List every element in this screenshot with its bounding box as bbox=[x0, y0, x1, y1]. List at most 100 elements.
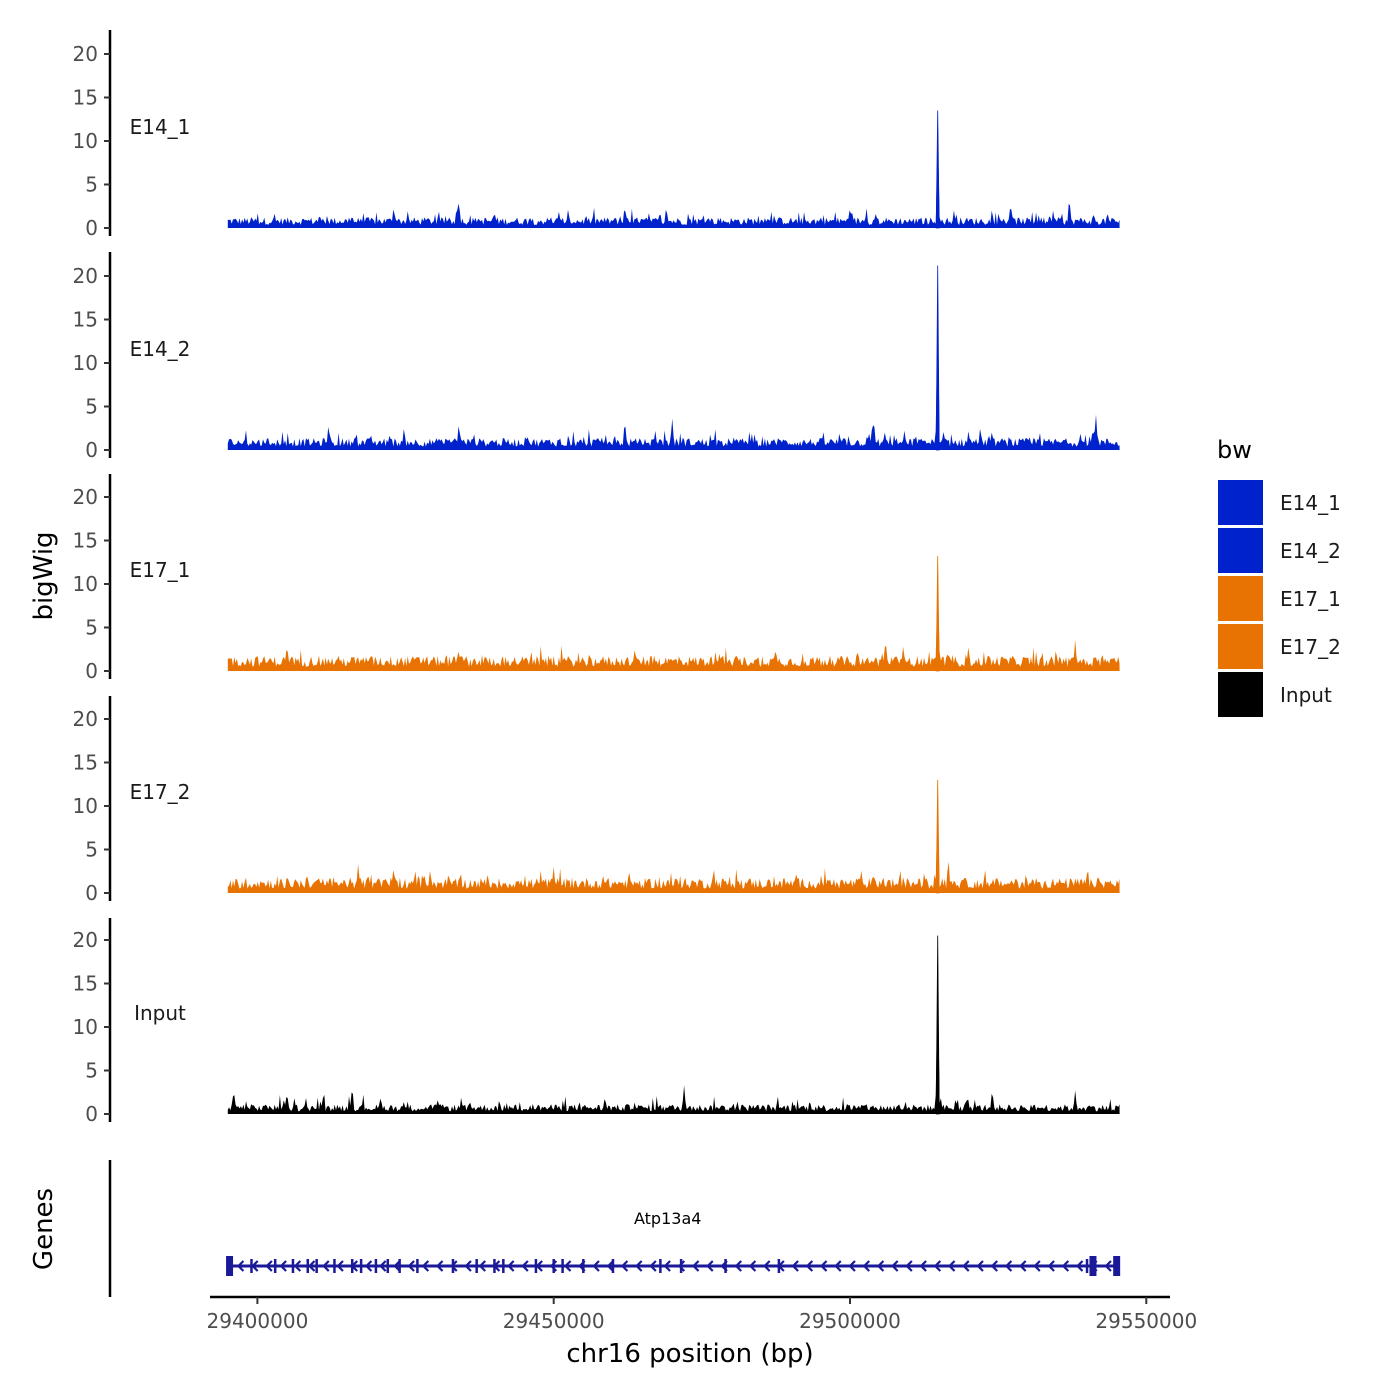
y-tick-label: 15 bbox=[73, 308, 98, 332]
exon bbox=[416, 1259, 419, 1273]
y-tick-label: 15 bbox=[73, 751, 98, 775]
strand-arrow bbox=[1004, 1260, 1013, 1272]
signal-area-Input bbox=[227, 1007, 1120, 1114]
legend-label: E14_2 bbox=[1280, 539, 1341, 563]
exon bbox=[502, 1259, 505, 1273]
y-axis-title: bigWig bbox=[29, 531, 59, 620]
peak-mark bbox=[935, 935, 940, 1115]
y-tick-label: 15 bbox=[73, 529, 98, 553]
track-E14_1: 0 5 10 15 20 E14_1 bbox=[73, 30, 1120, 240]
exon bbox=[561, 1259, 564, 1273]
strand-arrow bbox=[265, 1260, 273, 1272]
strand-arrow bbox=[791, 1260, 799, 1272]
strand-arrow bbox=[592, 1260, 600, 1272]
signal-tracks: 05101520E14_105101520E14_205101520E17_10… bbox=[73, 30, 1120, 1126]
track-label: E17_2 bbox=[130, 780, 191, 804]
strand-arrow bbox=[834, 1260, 842, 1272]
gene-name-label: Atp13a4 bbox=[634, 1209, 701, 1228]
peak-mark bbox=[935, 110, 940, 229]
signal-area-E17_2 bbox=[227, 825, 1120, 893]
x-tick-label: 29450000 bbox=[503, 1309, 605, 1333]
exon bbox=[451, 1259, 455, 1273]
strand-arrow bbox=[976, 1260, 984, 1272]
exon bbox=[724, 1259, 727, 1273]
signal-area-E14_1 bbox=[227, 157, 1120, 228]
x-tick-label: 29550000 bbox=[1095, 1309, 1197, 1333]
legend-label: E17_1 bbox=[1280, 587, 1341, 611]
y-tick-label: 0 bbox=[85, 659, 98, 683]
strand-arrow bbox=[706, 1260, 714, 1272]
exon bbox=[611, 1259, 615, 1273]
y-tick-label: 0 bbox=[85, 216, 98, 240]
exon bbox=[250, 1259, 253, 1273]
strand-arrow bbox=[1047, 1260, 1055, 1272]
strand-arrow bbox=[948, 1260, 956, 1272]
strand-arrow bbox=[1076, 1260, 1084, 1272]
y-tick-label: 0 bbox=[85, 1102, 98, 1126]
y-tick-label: 5 bbox=[85, 173, 98, 197]
peak-mark bbox=[935, 779, 940, 894]
legend-label: E17_2 bbox=[1280, 635, 1341, 659]
exon bbox=[350, 1259, 354, 1273]
strand-arrow bbox=[805, 1260, 814, 1272]
peak-mark bbox=[935, 265, 940, 451]
strand-arrow bbox=[1104, 1260, 1112, 1272]
genes-axis-title: Genes bbox=[29, 1188, 59, 1270]
y-tick-label: 20 bbox=[73, 42, 98, 66]
strand-arrow bbox=[635, 1260, 643, 1272]
strand-arrow bbox=[1019, 1260, 1027, 1272]
strand-arrow bbox=[962, 1260, 970, 1272]
exon bbox=[398, 1259, 401, 1273]
track-label: Input bbox=[134, 1001, 186, 1025]
strand-arrow bbox=[919, 1260, 927, 1272]
y-tick-label: 10 bbox=[73, 129, 98, 153]
track-E17_2: 0 5 10 15 20 E17_2 bbox=[73, 696, 1120, 905]
strand-arrow bbox=[663, 1260, 671, 1272]
legend-key-E17_1 bbox=[1218, 576, 1263, 621]
exon bbox=[226, 1256, 234, 1276]
exon bbox=[659, 1259, 662, 1273]
strand-arrow bbox=[1033, 1260, 1041, 1272]
exon bbox=[374, 1259, 378, 1273]
exon bbox=[1113, 1256, 1121, 1276]
exon bbox=[1085, 1259, 1089, 1273]
strand-arrow bbox=[464, 1260, 472, 1272]
y-tick-label: 0 bbox=[85, 881, 98, 905]
strand-arrow bbox=[407, 1260, 415, 1272]
exon bbox=[386, 1259, 390, 1273]
track-Input: 0 5 10 15 20 Input bbox=[73, 918, 1120, 1126]
strand-arrow bbox=[933, 1260, 942, 1272]
strand-arrow bbox=[564, 1260, 572, 1272]
strand-arrow bbox=[820, 1260, 828, 1272]
exon bbox=[291, 1259, 295, 1273]
signal-area-E14_2 bbox=[227, 339, 1120, 450]
legend-key-Input bbox=[1218, 672, 1263, 717]
exon bbox=[552, 1259, 555, 1273]
y-tick-label: 20 bbox=[73, 485, 98, 509]
track-E17_1: 0 5 10 15 20 E17_1 bbox=[73, 474, 1120, 683]
exon bbox=[534, 1259, 538, 1273]
strand-arrow bbox=[279, 1260, 287, 1272]
exon bbox=[1089, 1256, 1097, 1276]
y-tick-label: 10 bbox=[73, 572, 98, 596]
x-tick-label: 29400000 bbox=[207, 1309, 309, 1333]
y-tick-label: 5 bbox=[85, 1059, 98, 1083]
strand-arrow bbox=[862, 1260, 870, 1272]
y-tick-label: 0 bbox=[85, 438, 98, 462]
legend-title: bw bbox=[1217, 436, 1252, 464]
y-tick-label: 15 bbox=[73, 972, 98, 996]
y-tick-label: 5 bbox=[85, 838, 98, 862]
legend-label: Input bbox=[1280, 683, 1332, 707]
strand-arrow bbox=[478, 1260, 486, 1272]
strand-arrow bbox=[393, 1260, 401, 1272]
strand-arrow bbox=[620, 1260, 629, 1272]
exon bbox=[273, 1259, 277, 1273]
strand-arrow bbox=[891, 1260, 899, 1272]
strand-arrow bbox=[748, 1260, 757, 1272]
signal-area-E17_1 bbox=[227, 602, 1120, 671]
y-tick-label: 10 bbox=[73, 794, 98, 818]
strand-arrow bbox=[364, 1260, 373, 1272]
strand-arrow bbox=[308, 1260, 316, 1272]
strand-arrow bbox=[1061, 1260, 1070, 1272]
